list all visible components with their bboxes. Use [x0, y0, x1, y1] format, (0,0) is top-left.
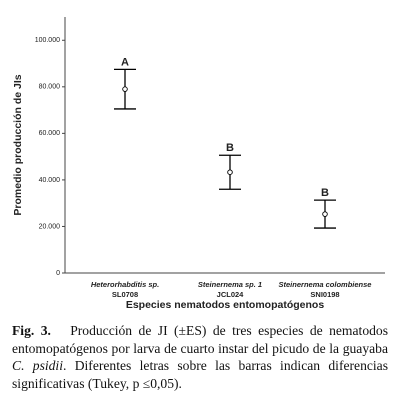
x-tick-code: SNI0198: [310, 290, 339, 299]
x-tick-code: SL0708: [112, 290, 138, 299]
chart: Promedio producción de JIs Especies nema…: [12, 17, 385, 311]
y-tick-label: 100.000: [35, 37, 60, 44]
caption-species: C. psidii: [12, 358, 63, 373]
x-tick-code: JCL024: [217, 290, 245, 299]
mean-marker: [122, 86, 128, 92]
mean-marker: [322, 211, 328, 217]
y-tick-label: 20.000: [39, 223, 61, 230]
x-tick-label: Steinernema sp. 1: [198, 280, 262, 289]
caption: Fig. 3. Producción de JI (±ES) de tres e…: [12, 322, 388, 392]
caption-text: Producción de JI (±ES) de tres especies …: [12, 323, 388, 356]
significance-letter: A: [121, 56, 129, 68]
caption-label: Fig. 3.: [12, 323, 51, 338]
y-tick-label: 0: [56, 270, 60, 277]
y-tick-label: 60.000: [39, 130, 61, 137]
caption-text: . Diferentes letras sobre las barras ind…: [12, 358, 388, 391]
y-axis-title: Promedio producción de JIs: [12, 74, 24, 215]
mean-marker: [227, 169, 233, 175]
significance-letter: B: [321, 187, 329, 199]
x-tick-label: Heterorhabditis sp.: [91, 280, 159, 289]
significance-letter: B: [226, 142, 234, 154]
y-tick-label: 80.000: [39, 84, 61, 91]
x-axis-title: Especies nematodos entomopatógenos: [126, 299, 325, 311]
x-tick-label: Steinernema colombiense: [279, 280, 372, 289]
y-tick-label: 40.000: [39, 177, 61, 184]
